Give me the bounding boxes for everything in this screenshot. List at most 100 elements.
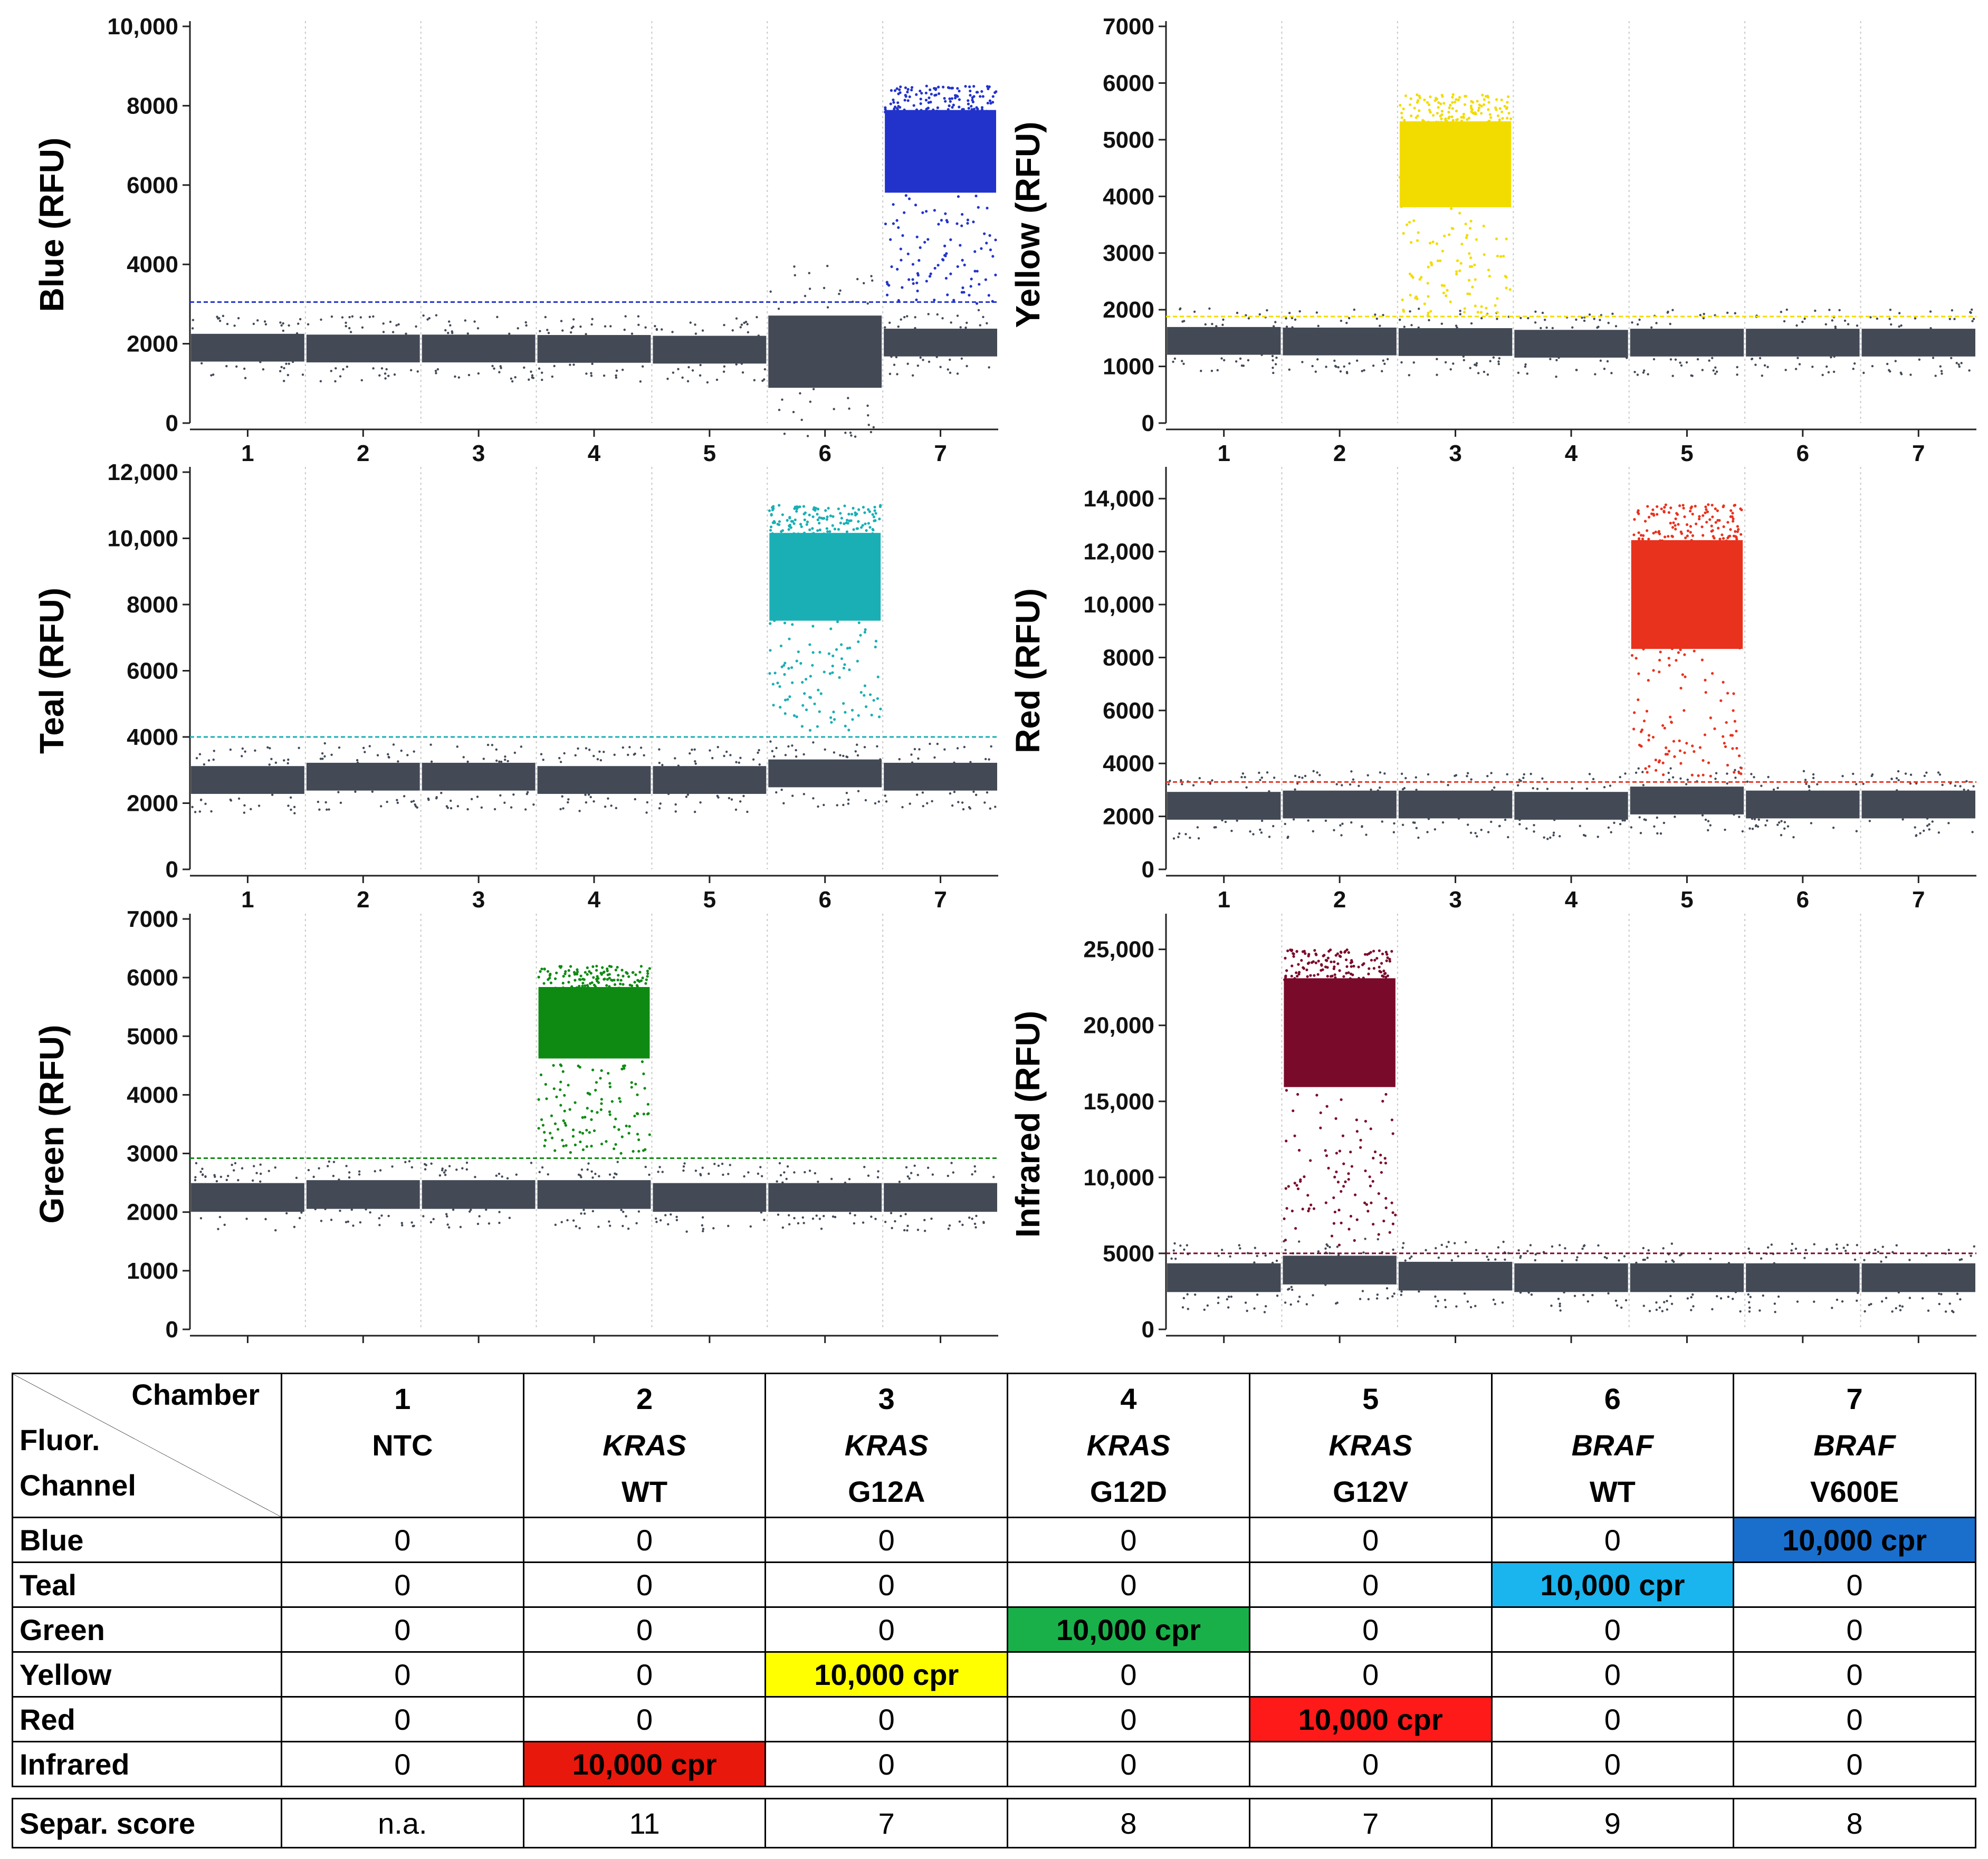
negative-droplet-point: [1239, 1247, 1241, 1250]
negative-droplet-point: [1181, 1306, 1184, 1309]
row-label: Red: [12, 1696, 282, 1742]
negative-droplet-point: [345, 321, 347, 324]
negative-droplet-point: [1273, 777, 1276, 779]
negative-droplet-point: [1346, 372, 1349, 375]
positive-droplet-point: [1731, 544, 1734, 548]
negative-droplet-point: [906, 1229, 909, 1232]
negative-droplet-point: [953, 791, 956, 793]
positive-droplet-point: [1663, 726, 1666, 730]
x-tick-label: 1: [241, 440, 254, 466]
positive-droplet-point: [1642, 720, 1646, 723]
negative-droplet-point: [229, 748, 232, 751]
chart-panel-infrared: 0500010,00015,00020,00025,0001234567Infr…: [1009, 914, 1976, 1343]
positive-droplet-point: [1416, 184, 1419, 187]
positive-droplet-point: [919, 246, 922, 249]
negative-droplet-point: [330, 1219, 333, 1221]
negative-droplet-point: [225, 365, 228, 368]
positive-droplet-point: [1466, 118, 1469, 121]
positive-droplet-point: [1437, 106, 1440, 109]
positive-droplet-point: [1295, 971, 1298, 974]
positive-droplet-point: [788, 637, 791, 640]
negative-droplet-point: [706, 381, 709, 384]
negative-droplet-point: [1427, 818, 1430, 820]
x-tick-label: 2: [357, 440, 369, 466]
positive-droplet-point: [571, 1128, 575, 1132]
table-cell: 0: [1007, 1517, 1250, 1563]
positive-droplet-point: [564, 970, 567, 973]
negative-droplet-point: [1333, 829, 1335, 831]
positive-droplet-point: [1714, 639, 1717, 642]
negative-droplet-point: [1180, 779, 1182, 782]
y-tick-label: 3000: [1103, 241, 1154, 266]
column-header-chamber-2: 2 KRAS WT: [522, 1373, 767, 1518]
negative-droplet-point: [1603, 367, 1606, 370]
positive-droplet-point: [1427, 120, 1430, 123]
positive-droplet-point: [1652, 514, 1656, 517]
positive-droplet-point: [831, 515, 835, 518]
negative-droplet-point: [824, 748, 826, 751]
negative-droplet-point: [1724, 828, 1726, 831]
negative-droplet-point: [1846, 1243, 1849, 1247]
positive-droplet-point: [579, 1140, 582, 1144]
positive-droplet-point: [1630, 654, 1634, 657]
positive-droplet-point: [588, 1027, 591, 1031]
negative-droplet-point: [515, 1173, 518, 1176]
positive-droplet-point: [862, 535, 865, 539]
positive-droplet-point: [903, 99, 906, 102]
positive-droplet-point: [884, 110, 887, 114]
positive-droplet-point: [1334, 1117, 1337, 1120]
positive-droplet-point: [790, 666, 794, 669]
positive-droplet-point: [915, 108, 919, 111]
positive-droplet-point: [1437, 120, 1440, 124]
positive-droplet-point: [1501, 177, 1505, 180]
negative-droplet-point: [1215, 325, 1218, 328]
negative-droplet-point: [964, 327, 967, 329]
negative-droplet-point: [1361, 370, 1363, 372]
positive-droplet-point: [1322, 954, 1325, 957]
negative-droplet-point: [658, 1166, 661, 1168]
positive-droplet-point: [803, 518, 806, 522]
positive-droplet-point: [987, 112, 990, 115]
negative-droplet-point: [218, 317, 221, 320]
positive-droplet-point: [884, 222, 887, 226]
positive-droplet-point: [1285, 1207, 1288, 1210]
positive-droplet-point: [1359, 1138, 1362, 1142]
positive-droplet-point: [1432, 114, 1435, 117]
positive-droplet-point: [1445, 119, 1448, 122]
negative-droplet-point: [455, 1168, 458, 1171]
positive-droplet-point: [1730, 603, 1733, 607]
corner-label-chamber: Chamber: [131, 1378, 260, 1411]
positive-droplet-point: [1637, 537, 1641, 540]
positive-droplet-point: [1474, 112, 1478, 116]
negative-droplet-point: [1413, 821, 1416, 824]
positive-droplet-point: [1670, 534, 1674, 538]
negative-droplet-point: [693, 810, 696, 813]
negative-droplet-point: [314, 1208, 317, 1211]
positive-droplet-point: [1435, 242, 1439, 245]
negative-droplet-point: [1266, 771, 1269, 774]
positive-droplet-point: [1682, 506, 1685, 510]
positive-droplet-point: [1641, 538, 1645, 541]
negative-droplet-point: [1808, 789, 1811, 792]
negative-droplet-point: [478, 1215, 481, 1218]
negative-droplet-point: [444, 329, 447, 332]
negative-droplet-point: [219, 1175, 223, 1178]
positive-droplet-point: [929, 272, 932, 275]
positive-droplet-point: [1642, 647, 1645, 651]
positive-droplet-point: [559, 1063, 562, 1066]
negative-droplet-point: [675, 1215, 678, 1219]
positive-droplet-point: [1342, 1162, 1345, 1165]
positive-droplet-point: [1307, 1209, 1310, 1213]
positive-droplet-point: [893, 105, 897, 109]
positive-droplet-point: [562, 1119, 565, 1123]
positive-droplet-point: [1464, 94, 1468, 98]
positive-droplet-point: [972, 108, 976, 111]
negative-droplet-point: [622, 746, 624, 749]
positive-droplet-point: [825, 527, 828, 530]
negative-droplet-point: [1573, 1295, 1576, 1297]
negative-droplet-point: [1235, 360, 1238, 363]
negative-droplet-point: [495, 759, 498, 762]
negative-droplet-point: [423, 1163, 426, 1166]
positive-droplet-point: [1732, 517, 1735, 521]
